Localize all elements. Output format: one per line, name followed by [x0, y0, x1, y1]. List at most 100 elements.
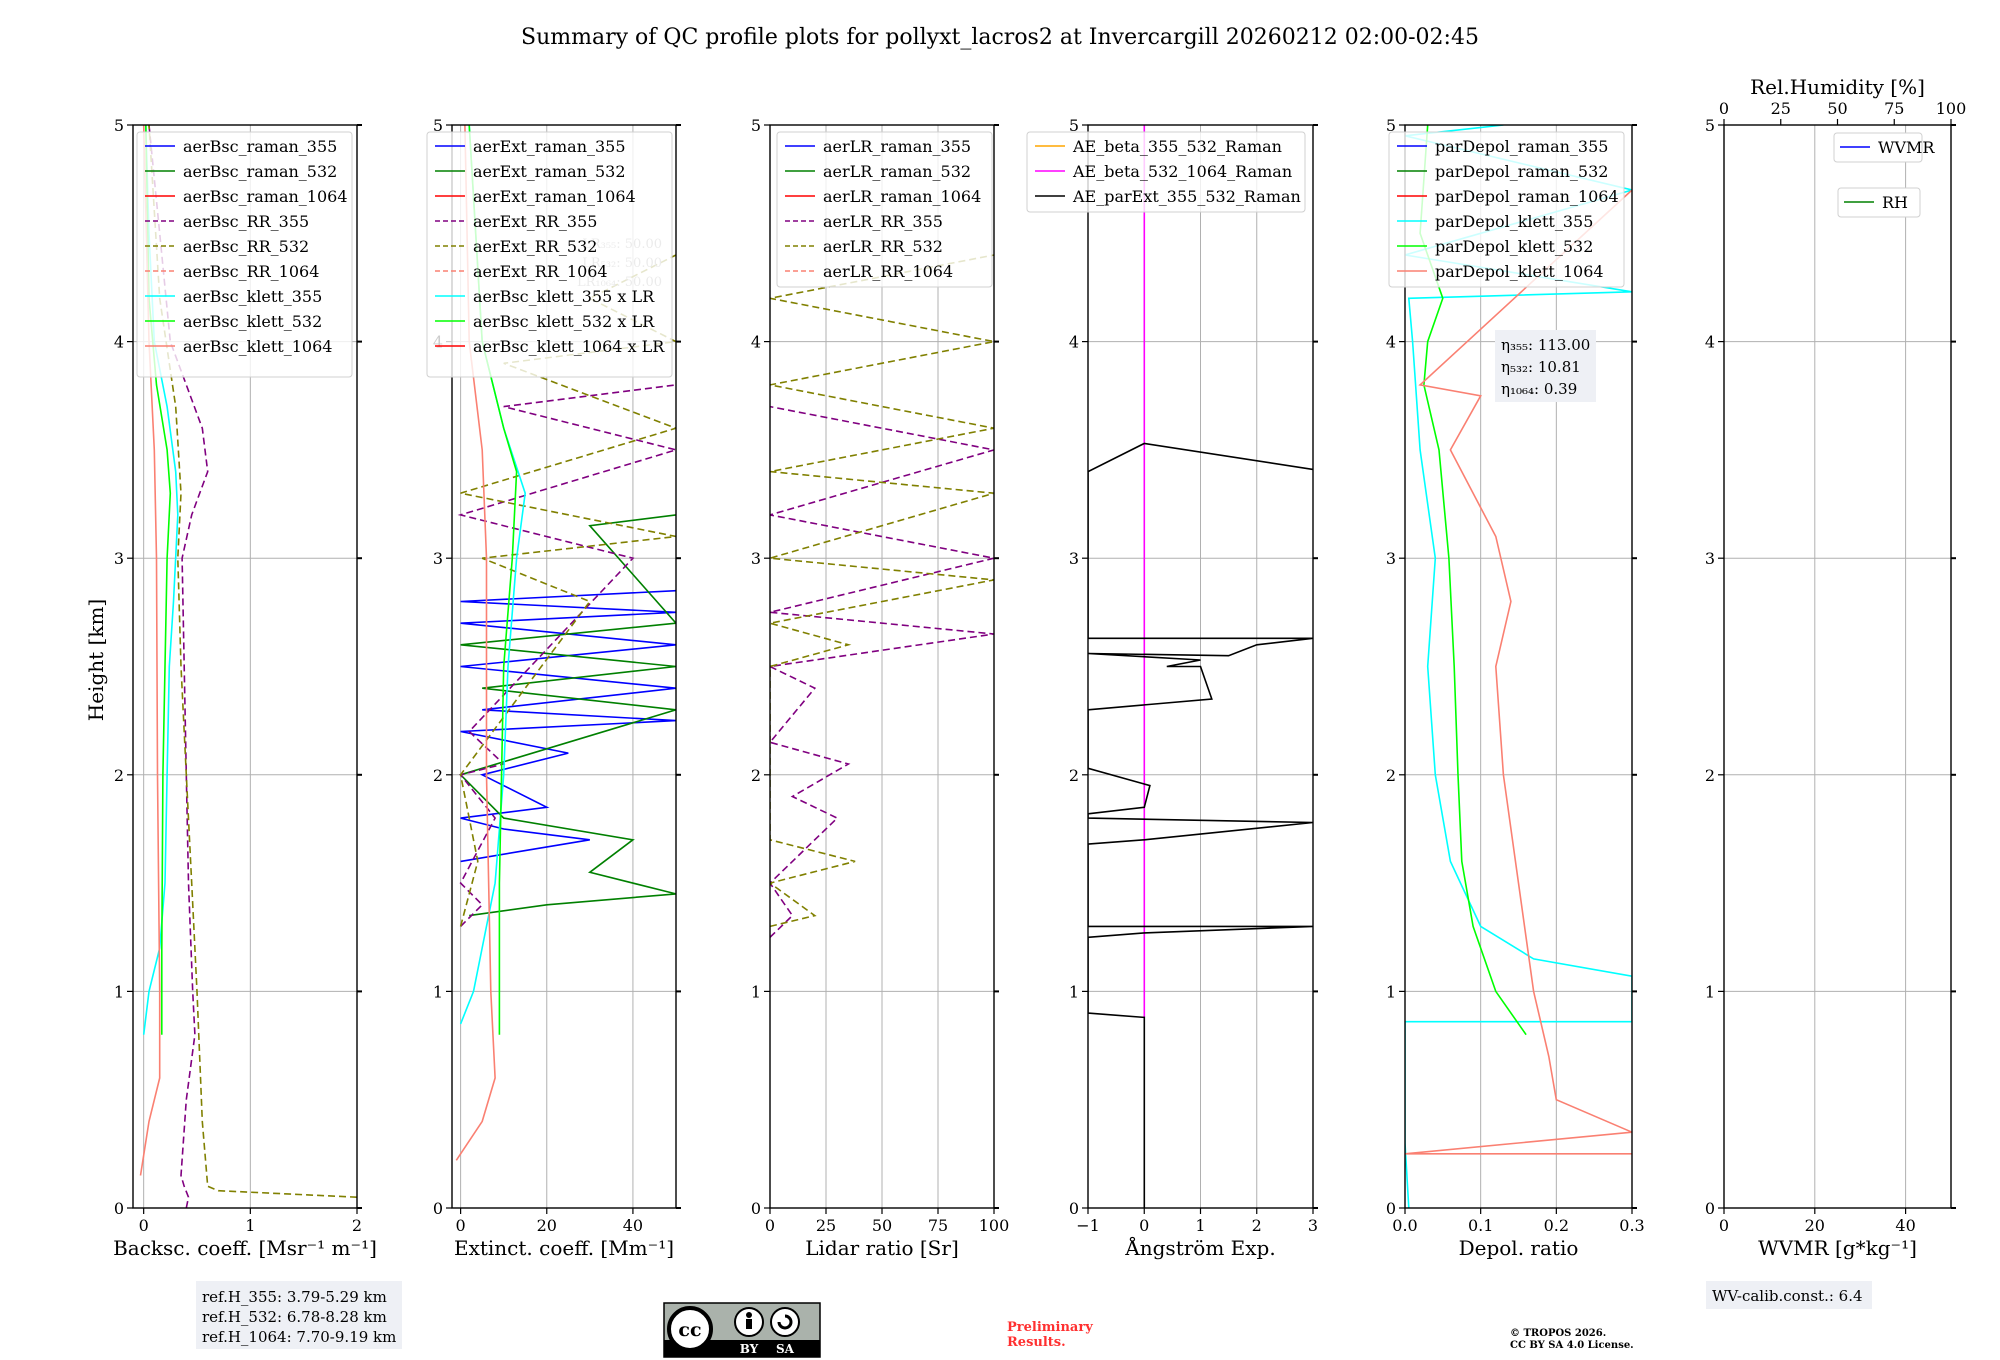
x-tick-label: 0.2 — [1544, 1216, 1569, 1235]
legend: aerExt_raman_355 aerExt_raman_532 aerExt_r… — [426, 131, 673, 378]
ref-height-532: ref.H_532: 6.78-8.28 km — [202, 1308, 387, 1326]
legend-label: aerBsc_raman_355 — [183, 137, 337, 156]
by-person-head-icon — [746, 1312, 752, 1318]
legend-label: aerLR_RR_532 — [823, 237, 943, 256]
y-tick-label: 2 — [751, 766, 761, 785]
x-tick-label: 40 — [623, 1216, 643, 1235]
sa-share-icon — [770, 1307, 800, 1337]
x-tick-label: 0 — [765, 1216, 775, 1235]
x-tick-label: 2 — [1252, 1216, 1262, 1235]
x-tick-label: 0 — [139, 1216, 149, 1235]
x-tick-label: 25 — [816, 1216, 836, 1235]
copyright-line-2: CC BY SA 4.0 License. — [1510, 1340, 1634, 1351]
legend: aerBsc_raman_355 aerBsc_raman_532 aerBsc_r… — [136, 131, 353, 378]
sa-arrow-icon — [777, 1314, 793, 1330]
panel-wv: 0 20 40 0 1 2 3 4 5 WVMR [g*kg⁻¹] 0 25 50 75 100 Rel.Hu… — [1705, 75, 1966, 1260]
ref-height-box: ref.H_355: 3.79-5.29 km ref.H_532: 6.78-… — [196, 1281, 402, 1349]
legend-label: aerLR_raman_355 — [823, 137, 971, 156]
legend: AE_beta_355_532_Raman AE_beta_532_1064_Ra… — [1026, 131, 1306, 213]
y-tick-label: 5 — [114, 116, 124, 135]
y-tick-label: 3 — [751, 549, 761, 568]
legend-label: aerBsc_klett_1064 — [183, 337, 332, 356]
legend-label: parDepol_raman_1064 — [1435, 187, 1619, 206]
top-x-tick-label: 0 — [1719, 99, 1729, 118]
license-badge[interactable]: cc BY SA — [663, 1302, 821, 1358]
eta-value: η₁₀₆₄: 0.39 — [1501, 380, 1577, 398]
legend: parDepol_raman_355 parDepol_raman_532 parD… — [1388, 131, 1625, 288]
y-tick-label: 2 — [1705, 766, 1715, 785]
legend-label: RH — [1882, 193, 1908, 212]
axes-frame — [451, 124, 677, 1209]
y-tick-label: 4 — [1386, 333, 1396, 352]
series-aerlr-rr-532 — [770, 254, 994, 928]
series-aerext-raman-355 — [460, 589, 676, 863]
y-tick-label: 0 — [1069, 1199, 1079, 1218]
y-tick-label: 3 — [1386, 549, 1396, 568]
y-tick-label: 1 — [114, 982, 124, 1001]
x-tick-label: 20 — [1805, 1216, 1825, 1235]
x-tick-label: 0.3 — [1619, 1216, 1644, 1235]
series-aerbsc-klett-1064-x-lr — [455, 125, 496, 1161]
eta-box — [1495, 330, 1596, 402]
y-tick-label: 0 — [433, 1199, 443, 1218]
y-tick-label: 0 — [751, 1199, 761, 1218]
series-group — [770, 254, 994, 938]
legend-label: parDepol_klett_355 — [1435, 212, 1593, 231]
y-tick-label: 5 — [1386, 116, 1396, 135]
legend-frame — [1833, 132, 1923, 163]
y-tick-label: 5 — [751, 116, 761, 135]
x-axis-label: Backsc. coeff. [Msr⁻¹ m⁻¹] — [113, 1236, 377, 1260]
ref-height-1064: ref.H_1064: 7.70-9.19 km — [202, 1328, 396, 1346]
axes-frame — [1723, 124, 1952, 1209]
legend-label: aerBsc_klett_532 — [183, 312, 322, 331]
x-tick-label: 40 — [1895, 1216, 1915, 1235]
series-group — [455, 125, 676, 1161]
wv-calib-text: WV-calib.const.: 6.4 — [1712, 1287, 1863, 1305]
y-tick-label: 4 — [1069, 333, 1079, 352]
series-aerbsc-rr-532 — [148, 125, 357, 1198]
legend-label: aerBsc_raman_1064 — [183, 187, 348, 206]
y-tick-label: 4 — [114, 333, 124, 352]
series-ae-parext-355-532-raman — [1088, 442, 1313, 1208]
legend-frame — [1837, 187, 1921, 218]
cc-logo-text: cc — [678, 1319, 701, 1341]
top-x-tick-label: 50 — [1827, 99, 1847, 118]
x-tick-label: 75 — [928, 1216, 948, 1235]
panel-depol: 0.0 0.1 0.2 0.3 0 1 2 3 4 5 Depol. ratio η₃₅₅: 113.… — [1386, 116, 1645, 1260]
sa-label: SA — [776, 1342, 795, 1356]
legend-label: aerBsc_RR_1064 — [183, 262, 319, 281]
wv-calib-bg — [1706, 1281, 1872, 1309]
y-tick-label: 3 — [1705, 549, 1715, 568]
y-tick-label: 4 — [1705, 333, 1715, 352]
y-tick-label: 4 — [751, 333, 761, 352]
legend-label: aerExt_raman_532 — [473, 162, 626, 181]
legend-label: AE_parExt_355_532_Raman — [1072, 187, 1301, 206]
top-x-axis-label: Rel.Humidity [%] — [1750, 75, 1925, 99]
legend: WVMR RH — [1833, 132, 1935, 218]
x-tick-label: −1 — [1076, 1216, 1100, 1235]
y-axis-label: Height [km] — [84, 599, 108, 721]
series-pardepol-klett-355 — [1405, 125, 1632, 1208]
x-tick-label: 100 — [979, 1216, 1010, 1235]
panel-bsc: 0 1 2 0 1 2 3 4 5 Backsc. coeff. [Msr⁻¹ m⁻¹] aerBs… — [113, 116, 377, 1260]
legend-label: aerBsc_klett_532 x LR — [473, 312, 655, 331]
legend-label: AE_beta_532_1064_Raman — [1072, 162, 1292, 181]
x-axis-label: Extinct. coeff. [Mm⁻¹] — [454, 1236, 674, 1260]
x-axis-label: Depol. ratio — [1459, 1236, 1579, 1260]
legend-label: AE_beta_355_532_Raman — [1072, 137, 1282, 156]
cc-logo-icon — [667, 1306, 713, 1352]
series-aerbsc-rr-355 — [148, 125, 209, 1208]
legend-frame — [426, 131, 673, 378]
x-tick-label: 50 — [872, 1216, 892, 1235]
y-tick-label: 1 — [433, 982, 443, 1001]
legend-label: aerBsc_klett_1064 x LR — [473, 337, 665, 356]
y-tick-label: 1 — [1386, 982, 1396, 1001]
ref-height-355: ref.H_355: 3.79-5.29 km — [202, 1288, 387, 1306]
panel-ext: 02040012345Extinct. coeff. [Mm⁻¹]LR₃₅₅: … — [426, 116, 681, 1260]
y-tick-label: 0 — [1386, 1199, 1396, 1218]
legend-label: aerExt_raman_1064 — [473, 187, 636, 206]
y-tick-label: 0 — [114, 1199, 124, 1218]
axes-frame — [1404, 124, 1633, 1209]
